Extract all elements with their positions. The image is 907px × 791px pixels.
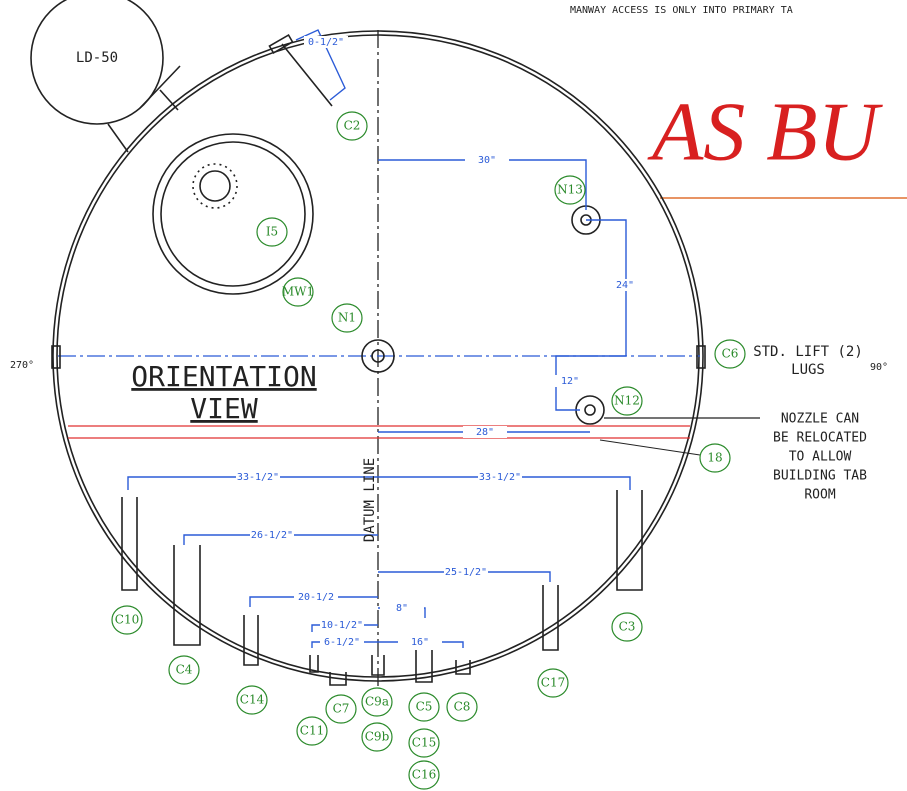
- tag: N1: [338, 311, 356, 325]
- note-line: BE RELOCATED: [773, 431, 867, 446]
- note-line: BUILDING TAB: [773, 469, 867, 484]
- nozzle-n12: [576, 396, 604, 424]
- relocation-note: NOZZLE CAN BE RELOCATED TO ALLOW BUILDING T…: [773, 412, 867, 503]
- dimensions: 0-1/2" 30" 24" 12" 28" 33-1/2" 33-1/2" 26-1/2" 2…: [236, 36, 647, 648]
- lug: [543, 585, 558, 650]
- tag: C15: [412, 736, 436, 750]
- lift-lugs-note: STD. LIFT (2): [753, 344, 863, 360]
- lift-lugs-note: LUGS: [791, 362, 825, 378]
- manway: [153, 134, 313, 294]
- header-note: MANWAY ACCESS IS ONLY INTO PRIMARY TA: [570, 5, 793, 16]
- small-nozzles: [310, 650, 470, 685]
- view-title: ORIENTATION: [131, 360, 316, 393]
- dimension-line: [378, 160, 626, 432]
- dimension: 24": [616, 280, 634, 291]
- dimension-line: [128, 477, 630, 490]
- dimension: 12": [561, 376, 579, 387]
- tag: MW1: [282, 285, 314, 299]
- tag: C8: [454, 700, 471, 714]
- tag: C17: [541, 676, 565, 690]
- nozzle-n12-bore: [585, 405, 595, 415]
- tag: C9a: [365, 695, 389, 709]
- tag: I5: [266, 225, 278, 239]
- note-line: NOZZLE CAN: [781, 412, 859, 427]
- lug: [122, 497, 137, 590]
- tag: C3: [619, 620, 636, 634]
- connector: [108, 124, 128, 152]
- dimension: 20-1/2: [298, 592, 334, 603]
- tank-label: LD-50: [76, 50, 118, 66]
- tag: N13: [557, 183, 583, 197]
- dimension: 0-1/2": [308, 37, 344, 48]
- tag: C4: [176, 663, 193, 677]
- angle: 90°: [870, 362, 888, 373]
- view-title: VIEW: [190, 392, 258, 425]
- tag: C7: [333, 702, 350, 716]
- tag: N12: [614, 394, 640, 408]
- connector: [140, 66, 180, 108]
- tag: C14: [240, 693, 265, 707]
- lug: [174, 545, 200, 645]
- dimension: 33-1/2": [237, 472, 279, 483]
- dimension: 33-1/2": [479, 472, 521, 483]
- manway-inner: [161, 142, 305, 286]
- tag: C10: [115, 613, 139, 627]
- dimension: 28": [476, 427, 494, 438]
- note-line: ROOM: [804, 488, 835, 503]
- note-line: TO ALLOW: [789, 450, 852, 465]
- stamp: AS BU: [647, 85, 884, 178]
- tags: C2 N13 I5 MW1 N1 N12 C6 18 C10 C3 C4 C14 C17 C7 C9a C5 C…: [112, 112, 745, 789]
- dimension: 30": [478, 155, 496, 166]
- tag: C6: [722, 347, 739, 361]
- drawing: MANWAY ACCESS IS ONLY INTO PRIMARY TA AS…: [0, 0, 907, 791]
- dimension: 10-1/2": [321, 620, 363, 631]
- dimension: 16": [411, 637, 429, 648]
- dimension: 8": [396, 603, 408, 614]
- dimension: 6-1/2": [324, 637, 360, 648]
- dimension: 25-1/2": [445, 567, 487, 578]
- lug: [617, 490, 642, 590]
- tag: C16: [412, 768, 436, 782]
- tag: C9b: [365, 730, 390, 744]
- tag: C2: [344, 119, 361, 133]
- lugs: [122, 490, 642, 685]
- angle: 270°: [10, 360, 34, 371]
- nozzle-c2: [282, 44, 332, 106]
- tag: C5: [416, 700, 433, 714]
- tag: 18: [707, 451, 722, 465]
- datum-label: DATUM LINE: [362, 458, 378, 542]
- nozzle-i5-bore: [200, 171, 230, 201]
- dimension: 26-1/2": [251, 530, 293, 541]
- tag: C11: [300, 724, 324, 738]
